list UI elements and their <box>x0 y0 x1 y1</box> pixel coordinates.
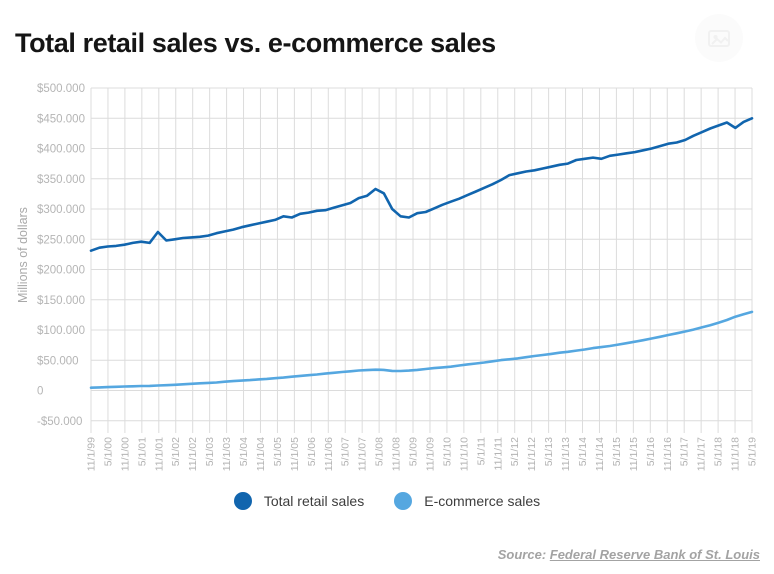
x-tick-label: 5/1/08 <box>374 437 386 466</box>
x-tick-label: 5/1/09 <box>408 437 420 466</box>
x-tick-label: 11/1/12 <box>526 437 538 471</box>
x-tick-label: 5/1/06 <box>306 437 318 466</box>
export-chart-icon <box>708 28 730 48</box>
x-tick-label: 11/1/17 <box>696 437 708 471</box>
x-tick-label: 11/1/05 <box>289 437 301 471</box>
source-attribution: Source: Federal Reserve Bank of St. Loui… <box>498 547 760 562</box>
x-tick-label: 11/1/11 <box>492 437 504 471</box>
series-line-e-commerce-sales <box>89 310 754 390</box>
x-axis: 11/1/99 5/1/00 11/1/00 5/1/01 11/1/01 5/1/02 1… <box>86 88 759 471</box>
y-tick-label: $450.000 <box>37 113 85 125</box>
x-tick-label: 11/1/04 <box>255 437 267 471</box>
x-tick-label: 5/1/18 <box>713 437 725 466</box>
x-tick-label: 11/1/14 <box>594 437 606 471</box>
x-tick-label: 11/1/10 <box>458 437 470 471</box>
y-axis: $500.000 $450.000 $400.000 $350.000 $300.000… <box>37 83 752 428</box>
ecommerce-legend-dot-icon <box>394 492 413 510</box>
y-tick-label: $200.000 <box>37 265 85 277</box>
x-tick-label: 5/1/02 <box>170 437 182 466</box>
y-tick-label: $500.000 <box>37 83 85 95</box>
series-line-total-retail-sales <box>89 117 754 252</box>
export-chart-button[interactable] <box>695 14 743 62</box>
x-tick-label: 5/1/19 <box>747 437 759 466</box>
y-axis-title: Millions of dollars <box>16 207 30 303</box>
x-tick-label: 5/1/00 <box>102 437 114 466</box>
x-tick-label: 11/1/16 <box>662 437 674 471</box>
legend-label: E-commerce sales <box>424 493 541 509</box>
x-tick-label: 11/1/08 <box>391 437 403 471</box>
total-retail-legend-dot-icon <box>233 492 252 510</box>
x-tick-label: 5/1/14 <box>577 437 589 466</box>
x-tick-label: 11/1/02 <box>187 437 199 471</box>
x-tick-label: 11/1/18 <box>730 437 742 471</box>
x-tick-label: 5/1/12 <box>509 437 521 466</box>
y-tick-label: $400.000 <box>37 144 85 156</box>
x-tick-label: 5/1/03 <box>204 437 216 466</box>
x-tick-label: 11/1/06 <box>323 437 335 471</box>
x-tick-label: 11/1/00 <box>119 437 131 471</box>
y-tick-label: 0 <box>37 386 43 398</box>
x-tick-label: 5/1/13 <box>543 437 555 466</box>
source-link[interactable]: Federal Reserve Bank of St. Louis <box>549 547 760 562</box>
x-tick-label: 5/1/15 <box>611 437 623 466</box>
x-tick-label: 11/1/09 <box>424 437 436 471</box>
y-tick-label: $100.000 <box>37 325 85 337</box>
x-tick-label: 11/1/99 <box>86 437 98 471</box>
x-tick-label: 11/1/03 <box>221 437 233 471</box>
y-tick-label: $150.000 <box>37 295 85 307</box>
y-tick-label: $300.000 <box>37 204 85 216</box>
y-tick-label: $250.000 <box>37 234 85 246</box>
x-tick-label: 5/1/11 <box>475 437 487 466</box>
x-tick-label: 11/1/01 <box>153 437 165 471</box>
chart-title: Total retail sales vs. e-commerce sales <box>15 28 496 59</box>
y-tick-label: -$50.000 <box>37 416 82 428</box>
y-tick-label: $50.000 <box>37 355 79 367</box>
source-prefix: Source: <box>497 547 550 562</box>
x-tick-label: 5/1/10 <box>441 437 453 466</box>
x-tick-label: 5/1/17 <box>679 437 691 466</box>
y-tick-label: $350.000 <box>37 174 85 186</box>
x-tick-label: 11/1/13 <box>560 437 572 471</box>
x-tick-label: 5/1/01 <box>136 437 148 466</box>
x-tick-label: 11/1/15 <box>628 437 640 471</box>
x-tick-label: 5/1/07 <box>340 437 352 466</box>
x-tick-label: 5/1/04 <box>238 437 250 466</box>
legend-label: Total retail sales <box>263 493 365 509</box>
legend-item-ecommerce[interactable]: E-commerce sales <box>394 492 540 510</box>
x-tick-label: 5/1/16 <box>645 437 657 466</box>
x-tick-label: 5/1/05 <box>272 437 284 466</box>
chart-legend: Total retail sales E-commerce sales <box>0 492 774 510</box>
legend-item-total-retail[interactable]: Total retail sales <box>233 492 365 510</box>
x-tick-label: 11/1/07 <box>357 437 369 471</box>
